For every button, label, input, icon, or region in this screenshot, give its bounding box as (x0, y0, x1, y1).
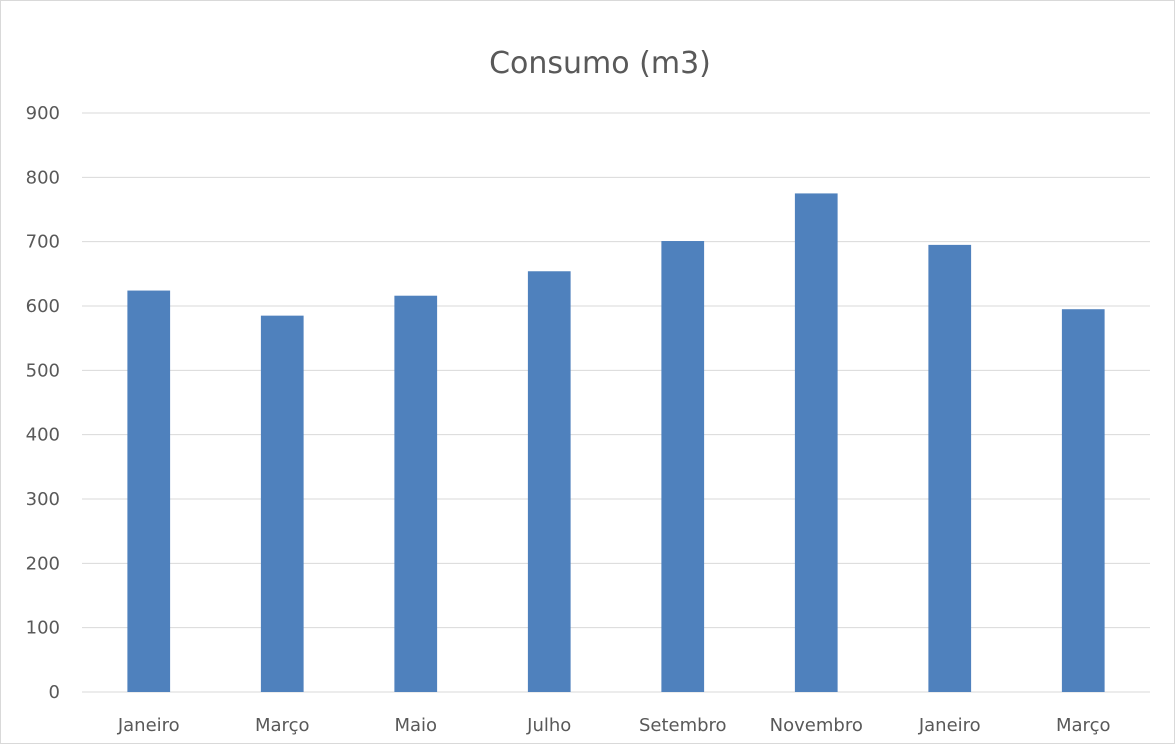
bar (394, 295, 438, 692)
x-tick-label: Janeiro (918, 715, 981, 736)
y-tick-label: 600 (26, 296, 60, 317)
x-tick-label: Março (255, 715, 309, 736)
bar (1061, 309, 1105, 692)
y-tick-label: 900 (26, 103, 60, 124)
x-tick-label: Setembro (639, 715, 727, 736)
x-tick-label: Novembro (770, 715, 863, 736)
y-tick-label: 0 (49, 682, 60, 703)
y-tick-label: 300 (26, 489, 60, 510)
y-tick-label: 500 (26, 360, 60, 381)
bar (928, 244, 972, 692)
y-tick-label: 400 (26, 425, 60, 446)
y-axis-ticks: 0 100 200 300 400 500 600 700 800 900 (26, 103, 60, 703)
x-tick-label: Maio (394, 715, 437, 736)
y-tick-label: 800 (26, 167, 60, 188)
x-axis-ticks: Janeiro Março Maio Julho Setembro Novembro Jan… (117, 715, 1111, 736)
bar (794, 193, 838, 692)
bar (661, 241, 705, 693)
chart-title: Consumo (m3) (489, 46, 711, 81)
bar (527, 271, 571, 692)
bar (127, 290, 171, 692)
bar (260, 315, 304, 692)
x-tick-label: Janeiro (117, 715, 180, 736)
y-tick-label: 200 (26, 553, 60, 574)
x-tick-label: Julho (526, 715, 571, 736)
y-tick-label: 100 (26, 618, 60, 639)
bars (127, 193, 1105, 693)
gridlines (82, 112, 1150, 693)
x-tick-label: Março (1056, 715, 1110, 736)
y-tick-label: 700 (26, 232, 60, 253)
